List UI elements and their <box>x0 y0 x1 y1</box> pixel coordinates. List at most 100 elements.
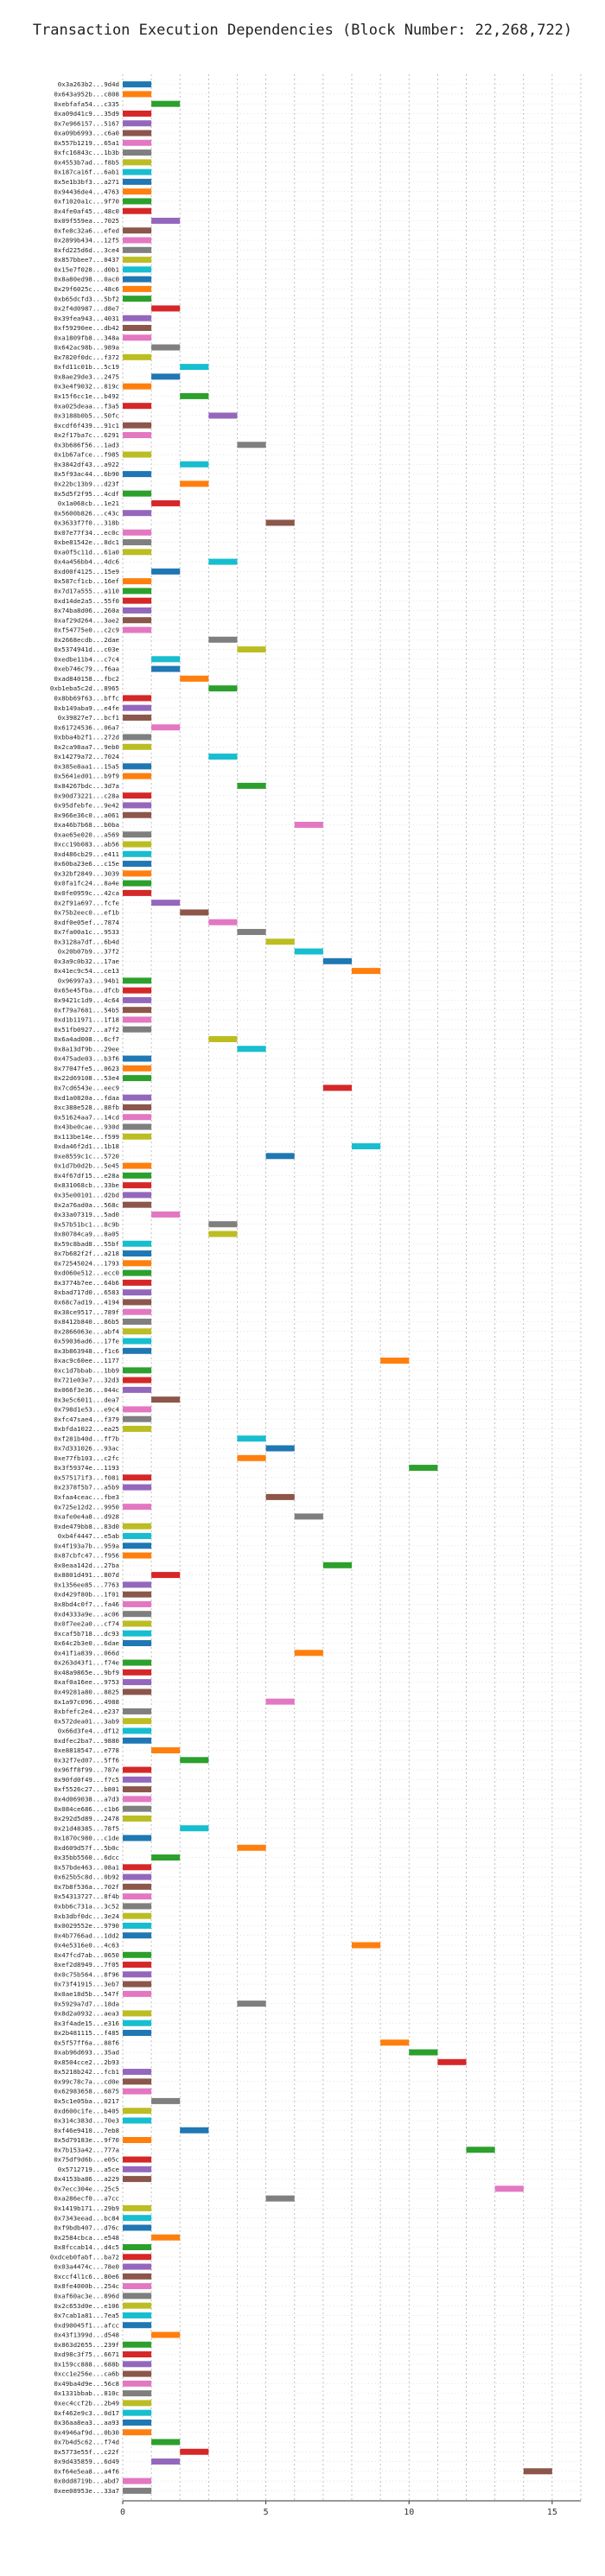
transaction-label: 0x113be14e...f599 <box>54 1133 119 1141</box>
transaction-bar <box>237 1844 266 1851</box>
transaction-bar <box>123 432 152 439</box>
transaction-bar <box>237 646 266 653</box>
transaction-label: 0xe8818547...e778 <box>54 1746 119 1754</box>
transaction-bar <box>123 588 152 595</box>
x-tick-label: 15 <box>547 2508 557 2517</box>
transaction-bar <box>409 2049 438 2056</box>
transaction-bar <box>123 578 152 585</box>
transaction-bar <box>123 743 152 750</box>
transaction-bar <box>123 2224 152 2231</box>
transaction-label: 0xf281b40d...ff7b <box>54 1434 119 1442</box>
transaction-bar <box>123 1279 152 1286</box>
transaction-bar <box>123 1864 152 1871</box>
transaction-label: 0xb1eba5c2d...8965 <box>50 684 119 692</box>
transaction-label: 0xa1809fb8...348a <box>54 334 119 341</box>
transaction-bar <box>123 2409 152 2416</box>
transaction-bar <box>294 948 323 955</box>
transaction-bar <box>123 1708 152 1714</box>
transaction-label: 0x2378f5b7...a5b9 <box>54 1484 119 1492</box>
transaction-bar <box>123 2351 152 2358</box>
transaction-label: 0x41ec9c54...ce13 <box>54 967 119 975</box>
transaction-label: 0xd90045f1...afcc <box>54 2321 119 2329</box>
transaction-label: 0x5641ed01...b9f9 <box>54 773 119 780</box>
transaction-bar <box>123 178 152 185</box>
transaction-bar <box>123 2419 152 2426</box>
transaction-bar <box>123 977 152 984</box>
transaction-bar <box>123 257 152 264</box>
transaction-label: 0x4fe0af45...48c0 <box>54 207 119 215</box>
transaction-bar <box>123 451 152 458</box>
transaction-label: 0x3e4f9032...819c <box>54 383 119 391</box>
transaction-bar <box>123 2400 152 2407</box>
bars-layer <box>123 81 552 2494</box>
transaction-label: 0xcaf5b718...dc93 <box>54 1630 119 1638</box>
transaction-bar <box>123 2487 152 2494</box>
transaction-bar <box>123 2370 152 2377</box>
transaction-label: 0x07e77f34...ec0c <box>54 529 119 537</box>
transaction-label: 0xd060e512...ecc0 <box>54 1269 119 1277</box>
transaction-bar <box>123 1299 152 1306</box>
transaction-label: 0x3188b0b5...50fc <box>54 412 119 420</box>
transaction-label: 0xebfafa54...c335 <box>54 100 119 108</box>
transaction-label: 0x0fe0959c...42ca <box>54 889 119 897</box>
transaction-label: 0x1331bbab...810c <box>54 2389 119 2397</box>
transaction-bar <box>123 870 152 877</box>
transaction-bar <box>123 1133 152 1140</box>
transaction-label: 0x3842df43...a922 <box>54 461 119 468</box>
transaction-bar <box>123 110 152 117</box>
transaction-bar <box>237 1454 266 1461</box>
transaction-label: 0xcdf6f439...91c1 <box>54 422 119 429</box>
transaction-label: 0x51624aa7...14cd <box>54 1113 119 1121</box>
transaction-label: 0x0ae18d5b...547f <box>54 1990 119 1998</box>
transaction-label: 0x1d7b0d2b...5e45 <box>54 1162 119 1170</box>
transaction-label: 0x7343eead...bc84 <box>54 2214 119 2222</box>
transaction-bar <box>208 1221 238 1228</box>
transaction-label: 0x8a80ed98...0ac0 <box>54 276 119 283</box>
transaction-bar <box>123 315 152 321</box>
transaction-bar <box>123 1055 152 1062</box>
transaction-label: 0x6a4ad008...6cf7 <box>54 1035 119 1043</box>
transaction-bar <box>265 1153 295 1160</box>
transaction-bar <box>123 471 152 478</box>
transaction-label: 0x5d79183e...9f70 <box>54 2136 119 2144</box>
transaction-bar <box>123 811 152 818</box>
transaction-label: 0xb149aba9...e4fe <box>54 704 119 712</box>
transaction-label: 0x39fea943...4031 <box>54 315 119 322</box>
transaction-label: 0x5374941d...c03e <box>54 646 119 653</box>
transaction-bar <box>123 695 152 702</box>
transaction-bar <box>123 1094 152 1101</box>
transaction-bar <box>123 607 152 614</box>
transaction-bar <box>151 1211 181 1218</box>
transaction-label: 0x0dd8719b...abd7 <box>54 2477 119 2485</box>
transaction-label: 0x36aa8ea3...aa93 <box>54 2419 119 2427</box>
transaction-label: 0xd1a0820a...fdaa <box>54 1094 119 1102</box>
transaction-label: 0x68c7ad19...4194 <box>54 1299 119 1307</box>
transaction-bar <box>123 2293 152 2299</box>
transaction-bar <box>123 1981 152 1988</box>
transaction-label: 0x3e5c6011...dea7 <box>54 1396 119 1403</box>
x-axis: 0 5 10 15 <box>120 2500 581 2517</box>
transaction-bar <box>151 217 181 224</box>
transaction-label: 0x66d3fe4...df12 <box>58 1727 119 1735</box>
transaction-bar <box>208 919 238 925</box>
transaction-label: 0x7d17a555...a110 <box>54 587 119 595</box>
transaction-label: 0x94436de4...4763 <box>54 188 119 195</box>
transaction-label: 0x43be0cae...930d <box>54 1123 119 1131</box>
transaction-bar <box>123 1737 152 1744</box>
transaction-label: 0xedbe11b4...c7c4 <box>54 655 119 663</box>
transaction-bar <box>123 490 152 497</box>
transaction-label: 0x0fa1fc24...8a4e <box>54 880 119 887</box>
transaction-bar <box>123 1415 152 1422</box>
transaction-label: 0x0f7ee2a0...cf74 <box>54 1620 119 1628</box>
transaction-bar <box>123 188 152 195</box>
transaction-label: 0xf46e9410...7eb8 <box>54 2127 119 2134</box>
transaction-bar <box>151 2439 181 2446</box>
transaction-bar <box>123 2322 152 2329</box>
chart-title: Transaction Execution Dependencies (Bloc… <box>33 22 572 39</box>
transaction-label: 0x43f1399d...d548 <box>54 2331 119 2339</box>
transaction-label: 0x80784ca9...8a05 <box>54 1231 119 1238</box>
transaction-bar <box>123 1835 152 1841</box>
transaction-label: 0x33a07319...5ad0 <box>54 1211 119 1218</box>
transaction-bar <box>123 2117 152 2124</box>
transaction-bar <box>123 1903 152 1910</box>
